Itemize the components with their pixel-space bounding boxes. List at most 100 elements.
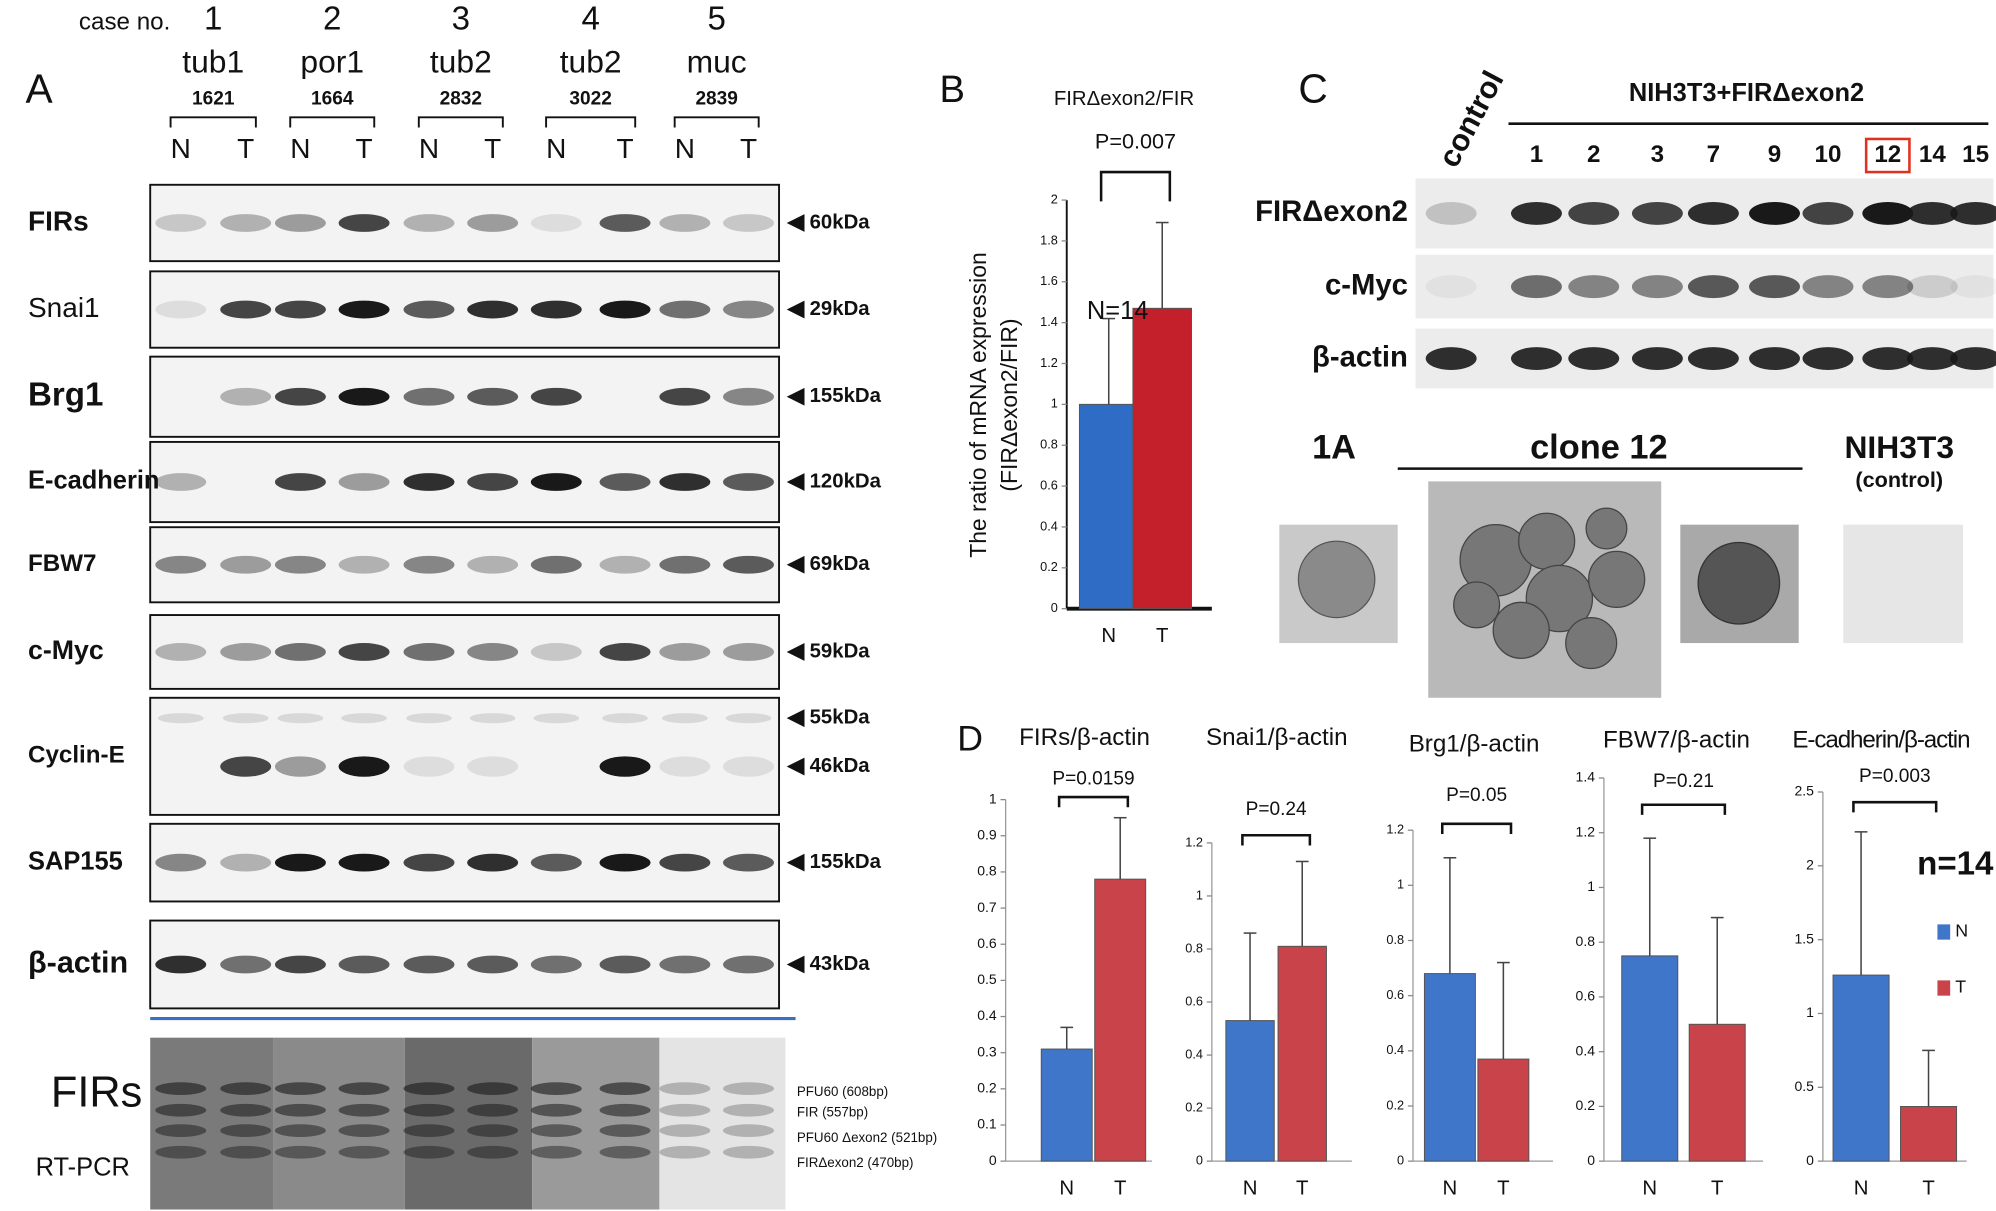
y-tick-label: 0.2 — [1386, 1097, 1404, 1112]
case-label: case no. — [79, 9, 170, 36]
band — [467, 214, 519, 232]
lane-label: T — [237, 133, 254, 164]
colony — [1565, 616, 1618, 670]
colony — [1297, 540, 1376, 619]
band — [403, 473, 455, 491]
case-number: 2 — [323, 0, 341, 37]
chart-title: FIRΔexon2/FIR — [1054, 88, 1194, 110]
y-tick-label: 2.5 — [1794, 783, 1814, 799]
bar — [1040, 1048, 1093, 1162]
band — [155, 1103, 207, 1117]
band — [599, 1145, 651, 1159]
y-tick-label: 2 — [1806, 857, 1814, 873]
band — [274, 643, 326, 661]
band — [467, 853, 519, 872]
band — [1749, 347, 1800, 371]
chart-title: FIRs/β-actin — [1019, 724, 1150, 751]
marker-label: 55kDa — [810, 707, 871, 729]
band — [530, 387, 582, 406]
band — [1950, 347, 1996, 370]
marker-arrow — [786, 214, 805, 232]
highlight-box — [1864, 137, 1911, 174]
y-tick-label: 0.4 — [1386, 1042, 1404, 1057]
y-tick-label: 0.2 — [1040, 559, 1058, 574]
y-tick-label: 0 — [1397, 1153, 1404, 1168]
band — [659, 1145, 711, 1159]
band — [1687, 275, 1739, 299]
annotation: n=14 — [1917, 846, 1994, 883]
band — [659, 300, 711, 319]
legend-label: N — [1955, 921, 1968, 941]
bar — [1900, 1106, 1958, 1162]
band — [403, 300, 455, 319]
band — [403, 1145, 455, 1159]
band — [1687, 201, 1739, 225]
band — [403, 555, 455, 574]
band — [530, 853, 582, 872]
band — [403, 1124, 455, 1137]
band — [274, 555, 326, 574]
band — [599, 643, 651, 661]
bar — [1621, 955, 1679, 1162]
band — [338, 300, 390, 319]
case-type: tub2 — [430, 43, 492, 79]
chart-title: FBW7/β-actin — [1603, 726, 1750, 753]
marker-arrow — [786, 757, 805, 776]
y-tick-label: 1.4 — [1576, 769, 1596, 785]
band — [274, 387, 326, 406]
y-tick-label: 0.6 — [1185, 993, 1203, 1008]
bracket — [673, 116, 760, 128]
bar — [1225, 1020, 1275, 1162]
band — [659, 1103, 711, 1117]
y-tick-label: 2 — [1051, 191, 1058, 206]
p-value: P=0.007 — [1095, 128, 1176, 153]
band — [1906, 347, 1958, 371]
band — [220, 955, 272, 974]
panel-label: C — [1298, 66, 1327, 112]
band — [338, 214, 390, 232]
band — [659, 387, 711, 406]
band — [467, 756, 519, 777]
rt-subtitle: RT-PCR — [36, 1154, 130, 1182]
y-tick-label: 1 — [1806, 1004, 1814, 1020]
gel-section — [273, 1037, 405, 1210]
y-tick-label: 0.8 — [1386, 932, 1404, 947]
band — [599, 1103, 651, 1117]
band — [723, 1082, 774, 1095]
y-tick-label: 1.2 — [1185, 834, 1203, 849]
p-value: P=0.24 — [1246, 799, 1307, 820]
significance-bracket — [1099, 170, 1172, 202]
case-number: 5 — [707, 0, 725, 37]
y-tick-label: 0.7 — [977, 899, 997, 915]
x-tick-label: N — [1243, 1178, 1258, 1200]
case-number: 1 — [204, 0, 222, 37]
bracket — [169, 116, 257, 128]
lane-label: T — [616, 133, 633, 164]
bracket — [289, 116, 376, 128]
x-tick-label: N — [1854, 1178, 1869, 1200]
bar — [1477, 1058, 1530, 1162]
marker-label: 43kDa — [810, 953, 871, 975]
marker-arrow — [786, 473, 805, 491]
blot-name: β-actin — [1312, 341, 1408, 373]
band — [467, 643, 519, 661]
clone-number: 1 — [1530, 141, 1543, 168]
colony-label: NIH3T3 — [1844, 429, 1954, 465]
y-tick-label: 0.9 — [977, 826, 997, 842]
y-tick-label: 0.1 — [977, 1116, 997, 1132]
y-tick-label: 0.4 — [1040, 518, 1058, 533]
band — [403, 214, 455, 232]
gel-section — [659, 1037, 786, 1210]
marker-arrow — [786, 853, 805, 872]
lane-label: N — [290, 133, 310, 164]
lane-label: N — [546, 133, 566, 164]
legend-swatch — [1937, 924, 1951, 940]
band — [467, 387, 519, 406]
band — [723, 643, 774, 661]
band — [274, 214, 326, 232]
band — [403, 756, 455, 777]
clone-number: 10 — [1815, 141, 1842, 168]
band — [723, 214, 774, 232]
band — [220, 387, 272, 406]
